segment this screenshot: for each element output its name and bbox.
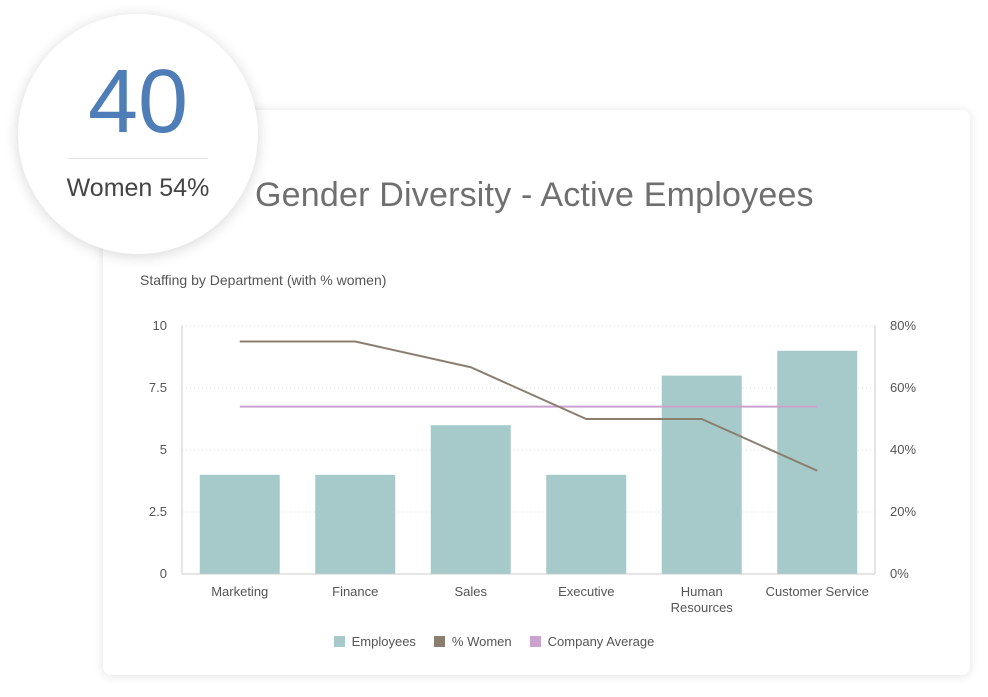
legend-swatch xyxy=(529,636,541,647)
bar-employees xyxy=(199,474,280,574)
kpi-circle: 40 Women 54% xyxy=(18,14,258,254)
x-tick-label: Resources xyxy=(671,600,734,615)
legend-label: Company Average xyxy=(547,634,655,649)
y-tick-label-right: 20% xyxy=(890,504,916,519)
page-title: Gender Diversity - Active Employees xyxy=(255,176,814,214)
kpi-value: 40 xyxy=(87,52,189,152)
y-tick-label-right: 40% xyxy=(890,442,916,457)
chart-subtitle: Staffing by Department (with % women) xyxy=(140,272,387,288)
y-tick-label-left: 5 xyxy=(160,442,167,457)
kpi-divider xyxy=(68,158,208,159)
legend-item[interactable]: % Women xyxy=(433,634,512,649)
y-tick-label-right: 80% xyxy=(890,318,916,333)
legend-swatch xyxy=(433,636,445,647)
legend-swatch xyxy=(333,636,345,647)
y-tick-label-right: 0% xyxy=(890,566,909,581)
bar-employees xyxy=(430,425,511,574)
legend-label: % Women xyxy=(451,634,512,649)
x-tick-label: Customer Service xyxy=(766,584,869,599)
bar-employees xyxy=(777,350,858,574)
y-tick-label-left: 7.5 xyxy=(149,380,167,395)
chart-legend: Employees % Women Company Average xyxy=(0,634,988,649)
legend-item[interactable]: Company Average xyxy=(529,634,655,649)
legend-label: Employees xyxy=(351,634,416,649)
bar-employees xyxy=(315,474,396,574)
x-tick-label: Sales xyxy=(454,584,487,599)
kpi-label: Women 54% xyxy=(66,174,210,202)
legend-item[interactable]: Employees xyxy=(333,634,416,649)
bar-employees xyxy=(661,375,742,574)
y-tick-label-left: 2.5 xyxy=(149,504,167,519)
x-tick-label: Human xyxy=(681,584,723,599)
bar-employees xyxy=(546,474,627,574)
y-tick-label-right: 60% xyxy=(890,380,916,395)
x-tick-label: Marketing xyxy=(211,584,268,599)
x-tick-label: Finance xyxy=(332,584,378,599)
x-tick-label: Executive xyxy=(558,584,614,599)
y-tick-label-left: 0 xyxy=(160,566,167,581)
line--women xyxy=(239,340,818,472)
y-tick-label-left: 10 xyxy=(153,318,167,333)
